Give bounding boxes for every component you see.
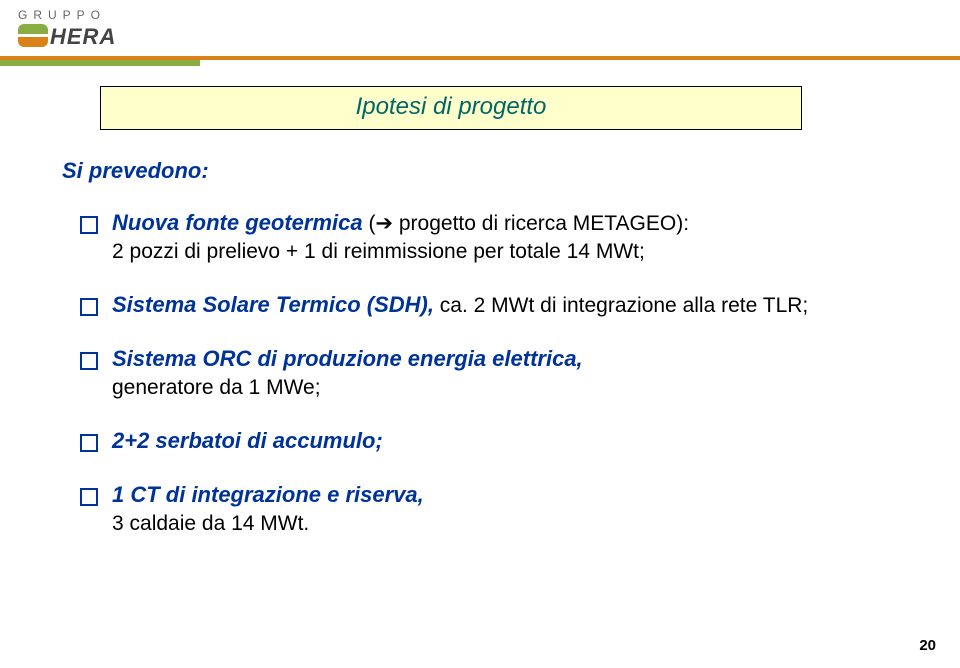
- bullet-head: Nuova fonte geotermica: [112, 210, 363, 235]
- bullet-tail: (➔ progetto di ricerca METAGEO):: [363, 212, 689, 235]
- logo-name: HERA: [50, 24, 116, 50]
- bullet-head: Sistema Solare Termico (SDH),: [112, 292, 434, 317]
- bullet-square-icon: [80, 488, 98, 506]
- bullet-head: Sistema ORC di produzione energia elettr…: [112, 346, 583, 371]
- bullet-head: 1 CT di integrazione e riserva,: [112, 482, 424, 507]
- slide: GRUPPO HERA Ipotesi di progetto Si preve…: [0, 0, 960, 668]
- bullet-subline: 2 pozzi di prelievo + 1 di reimmissione …: [112, 240, 900, 264]
- bullet-square-icon: [80, 352, 98, 370]
- bullet-subline: generatore da 1 MWe;: [112, 376, 900, 400]
- page-number: 20: [919, 637, 936, 654]
- bullet-tail: ca. 2 MWt di integrazione alla rete TLR;: [434, 294, 808, 317]
- bullet-head: 2+2 serbatoi di accumulo;: [112, 428, 383, 453]
- header-line-green: [0, 60, 200, 66]
- bullet-square-icon: [80, 298, 98, 316]
- bullet-item: 1 CT di integrazione e riserva, 3 caldai…: [80, 482, 900, 536]
- bullet-item: Sistema ORC di produzione energia elettr…: [80, 346, 900, 400]
- bullet-subline: 3 caldaie da 14 MWt.: [112, 512, 900, 536]
- logo-group-label: GRUPPO: [18, 8, 168, 22]
- intro-text: Si prevedono:: [62, 158, 209, 184]
- bullet-item: Sistema Solare Termico (SDH), ca. 2 MWt …: [80, 292, 900, 318]
- logo-mark-icon: [18, 24, 48, 50]
- title-text: Ipotesi di progetto: [356, 93, 547, 120]
- bullet-list: Nuova fonte geotermica (➔ progetto di ri…: [80, 210, 900, 564]
- bullet-square-icon: [80, 434, 98, 452]
- bullet-item: 2+2 serbatoi di accumulo;: [80, 428, 900, 454]
- logo: GRUPPO HERA: [18, 8, 168, 50]
- bullet-item: Nuova fonte geotermica (➔ progetto di ri…: [80, 210, 900, 264]
- title-box: Ipotesi di progetto: [100, 86, 802, 130]
- bullet-square-icon: [80, 216, 98, 234]
- logo-row: HERA: [18, 24, 168, 50]
